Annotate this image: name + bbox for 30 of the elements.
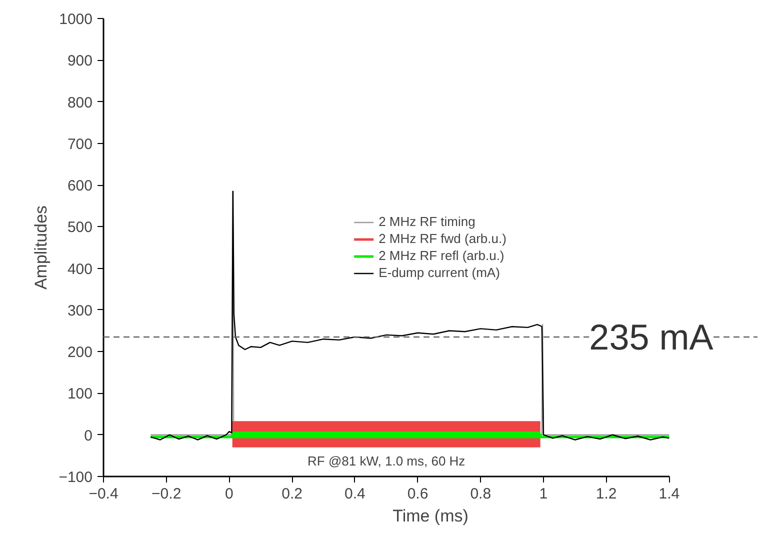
x-tick-label: 0.2	[282, 486, 302, 502]
y-tick-label: 600	[67, 178, 93, 195]
y-tick-label: 300	[67, 302, 93, 320]
y-tick-label: 700	[67, 136, 93, 153]
y-tick-label: 800	[67, 94, 93, 112]
annotation: RF @81 kW, 1.0 ms, 60 Hz	[307, 454, 466, 468]
x-tick-label: 0.8	[470, 486, 492, 502]
y-tick-label: 900	[67, 52, 93, 70]
legend-label: 2 MHz RF refl (arb.u.)	[378, 248, 504, 263]
y-tick-label: 100	[67, 386, 93, 403]
legend-label: 2 MHz RF fwd (arb.u.)	[378, 231, 506, 246]
x-tick-label: 0.6	[407, 486, 428, 502]
y-tick-label: −100	[58, 469, 93, 486]
legend-label: 2 MHz RF timing	[378, 214, 476, 229]
y-tick-label: 0	[84, 427, 92, 444]
x-tick-label: 0.4	[344, 486, 366, 502]
x-tick-label: 1.2	[596, 486, 617, 502]
x-axis-title: Time (ms)	[392, 506, 468, 526]
x-tick-label: 0	[225, 486, 234, 502]
x-tick-label: 1.4	[658, 486, 680, 502]
ref-line-label: 235 mA	[589, 316, 714, 358]
y-tick-label: 500	[67, 219, 93, 236]
y-axis-title: Amplitudes	[32, 205, 51, 290]
legend-label: E-dump current (mA)	[378, 265, 500, 280]
y-tick-label: 400	[67, 260, 93, 278]
y-tick-label: 1000	[59, 11, 93, 28]
x-tick-label: 1	[539, 486, 548, 502]
x-tick-label: −0.2	[152, 486, 182, 502]
y-tick-label: 200	[67, 344, 93, 362]
x-tick-label: −0.4	[88, 486, 118, 502]
